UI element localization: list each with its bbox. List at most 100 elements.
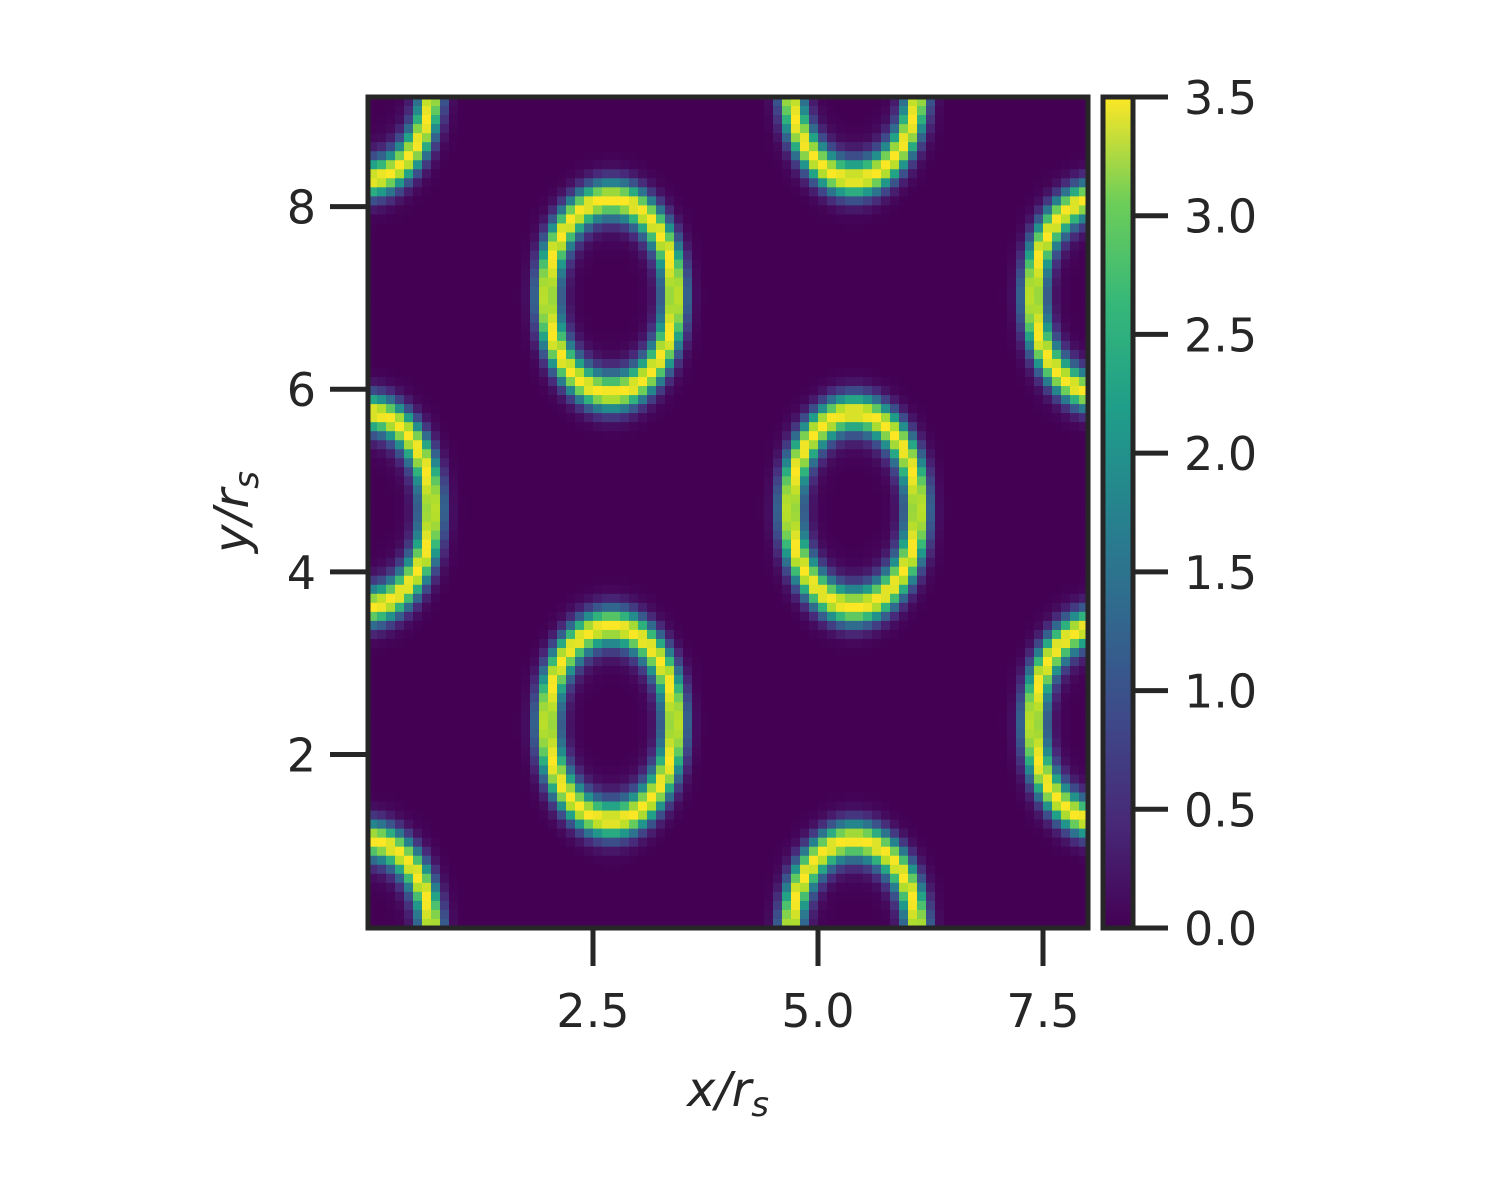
heatmap-cell bbox=[512, 494, 522, 505]
heatmap-cell bbox=[845, 512, 855, 523]
heatmap-cell bbox=[512, 196, 522, 206]
heatmap-cell bbox=[962, 358, 972, 369]
heatmap-cell bbox=[584, 124, 594, 134]
heatmap-cell bbox=[935, 178, 945, 188]
heatmap-cell bbox=[368, 611, 378, 622]
heatmap-cell bbox=[692, 476, 702, 486]
heatmap-cell bbox=[521, 295, 531, 306]
heatmap-cell bbox=[368, 584, 378, 595]
heatmap-cell bbox=[1016, 548, 1026, 559]
heatmap-cell bbox=[998, 530, 1008, 541]
heatmap-cell bbox=[557, 647, 567, 658]
heatmap-cell bbox=[692, 313, 702, 324]
plot-area bbox=[365, 94, 1091, 931]
heatmap-cell bbox=[593, 250, 603, 261]
heatmap-cell bbox=[962, 286, 972, 297]
heatmap-cell bbox=[458, 512, 468, 523]
heatmap-cell bbox=[1079, 232, 1088, 243]
heatmap-cell bbox=[989, 395, 999, 405]
heatmap-cell bbox=[494, 458, 504, 468]
heatmap-cell bbox=[989, 97, 999, 107]
heatmap-cell bbox=[764, 115, 774, 125]
heatmap-cell bbox=[989, 386, 999, 396]
heatmap-cell bbox=[530, 494, 540, 505]
heatmap-cell bbox=[935, 250, 945, 261]
heatmap-cell bbox=[683, 566, 693, 577]
heatmap-cell bbox=[701, 106, 711, 116]
heatmap-cell bbox=[1007, 223, 1017, 234]
heatmap-cell bbox=[890, 178, 900, 188]
heatmap-cell bbox=[584, 611, 594, 622]
heatmap-cell bbox=[854, 422, 864, 432]
heatmap-cell bbox=[962, 386, 972, 396]
heatmap-cell bbox=[692, 548, 702, 559]
heatmap-cell bbox=[1043, 386, 1053, 396]
heatmap-cell bbox=[548, 566, 558, 577]
heatmap-cell bbox=[953, 584, 963, 595]
heatmap-cell bbox=[944, 196, 954, 206]
heatmap-cell bbox=[953, 286, 963, 297]
heatmap-cell bbox=[746, 178, 756, 188]
heatmap-cell bbox=[1007, 638, 1017, 649]
heatmap-cell bbox=[665, 196, 675, 206]
heatmap-cell bbox=[881, 611, 891, 622]
heatmap-cell bbox=[935, 611, 945, 622]
heatmap-cell bbox=[440, 395, 450, 405]
heatmap-cell bbox=[782, 313, 792, 324]
heatmap-cell bbox=[575, 602, 585, 613]
heatmap-cell bbox=[1016, 313, 1026, 324]
heatmap-cell bbox=[476, 268, 486, 279]
heatmap-cell bbox=[431, 476, 441, 486]
heatmap-cell bbox=[575, 620, 585, 631]
heatmap-cell bbox=[440, 584, 450, 595]
heatmap-cell bbox=[827, 539, 837, 550]
heatmap-cell bbox=[665, 142, 675, 152]
heatmap-cell bbox=[602, 386, 612, 396]
heatmap-cell bbox=[503, 620, 513, 631]
heatmap-cell bbox=[530, 557, 540, 568]
heatmap-cell bbox=[539, 151, 549, 161]
heatmap-cell bbox=[701, 367, 711, 378]
heatmap-cell bbox=[863, 557, 873, 568]
heatmap-cell bbox=[395, 196, 405, 206]
heatmap-cell bbox=[746, 214, 756, 225]
heatmap-cell bbox=[602, 620, 612, 631]
heatmap-cell bbox=[494, 169, 504, 179]
heatmap-cell bbox=[782, 232, 792, 243]
heatmap-cell bbox=[692, 214, 702, 225]
heatmap-cell bbox=[440, 178, 450, 188]
heatmap-cell bbox=[1007, 169, 1017, 179]
heatmap-cell bbox=[1070, 259, 1080, 270]
heatmap-cell bbox=[953, 548, 963, 559]
heatmap-cell bbox=[773, 494, 783, 505]
heatmap-cell bbox=[899, 178, 909, 188]
heatmap-cell bbox=[1079, 160, 1088, 170]
heatmap-cell bbox=[782, 268, 792, 279]
heatmap-cell bbox=[620, 602, 630, 613]
heatmap-cell bbox=[908, 521, 918, 532]
heatmap-cell bbox=[791, 512, 801, 523]
heatmap-cell bbox=[827, 575, 837, 586]
heatmap-cell bbox=[755, 160, 765, 170]
heatmap-cell bbox=[971, 313, 981, 324]
heatmap-cell bbox=[476, 539, 486, 550]
heatmap-cell bbox=[692, 485, 702, 496]
heatmap-cell bbox=[881, 196, 891, 206]
heatmap-cell bbox=[395, 142, 405, 152]
heatmap-cell bbox=[485, 539, 495, 550]
heatmap-cell bbox=[890, 268, 900, 279]
heatmap-cell bbox=[872, 124, 882, 134]
heatmap-cell bbox=[440, 250, 450, 261]
heatmap-cell bbox=[395, 97, 405, 107]
heatmap-cell bbox=[998, 205, 1008, 216]
heatmap-cell bbox=[503, 647, 513, 658]
heatmap-cell bbox=[566, 647, 576, 658]
heatmap-cell bbox=[386, 647, 396, 658]
heatmap-cell bbox=[404, 259, 414, 270]
heatmap-cell bbox=[404, 404, 414, 414]
heatmap-cell bbox=[728, 539, 738, 550]
heatmap-cell bbox=[368, 241, 378, 252]
heatmap-cell bbox=[818, 358, 828, 369]
heatmap-cell bbox=[602, 277, 612, 288]
heatmap-cell bbox=[1079, 277, 1088, 288]
